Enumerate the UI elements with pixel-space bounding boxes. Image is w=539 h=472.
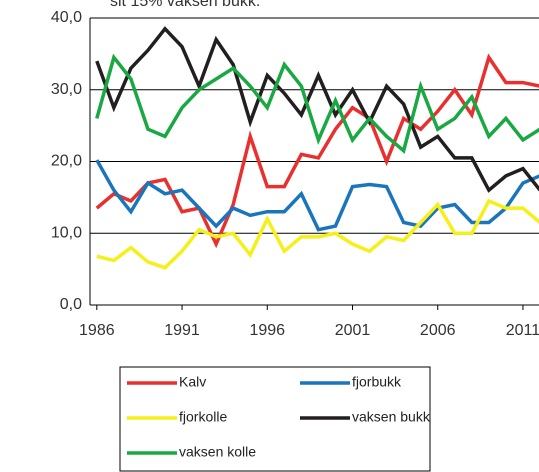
series-line [95,53,539,249]
legend-label: Kalv [179,374,206,390]
series-line [95,26,539,193]
y-tick-label: 30,0 [51,81,82,98]
y-tick-label: 40,0 [51,9,82,26]
series-line [95,159,539,232]
series-line [96,198,539,270]
x-tick-label: 2006 [420,322,456,339]
y-tick-label: 0,0 [60,296,82,313]
x-tick-label: 1991 [164,322,200,339]
y-tick-label: 10,0 [51,224,82,241]
legend-label: fjorkolle [179,409,227,425]
x-tick-label: 1986 [79,322,115,339]
x-tick-label: 1996 [249,322,285,339]
legend-label: fjorbukk [352,374,402,390]
legend-label: vaksen kolle [179,444,256,460]
series-line [95,53,539,154]
legend-label: vaksen bukk [352,409,431,425]
x-tick-label: 2001 [335,322,371,339]
chart-title: sit 15% vaksen bukk. [110,0,260,10]
x-tick-label: 2011 [506,322,539,339]
y-tick-label: 20,0 [51,153,82,170]
